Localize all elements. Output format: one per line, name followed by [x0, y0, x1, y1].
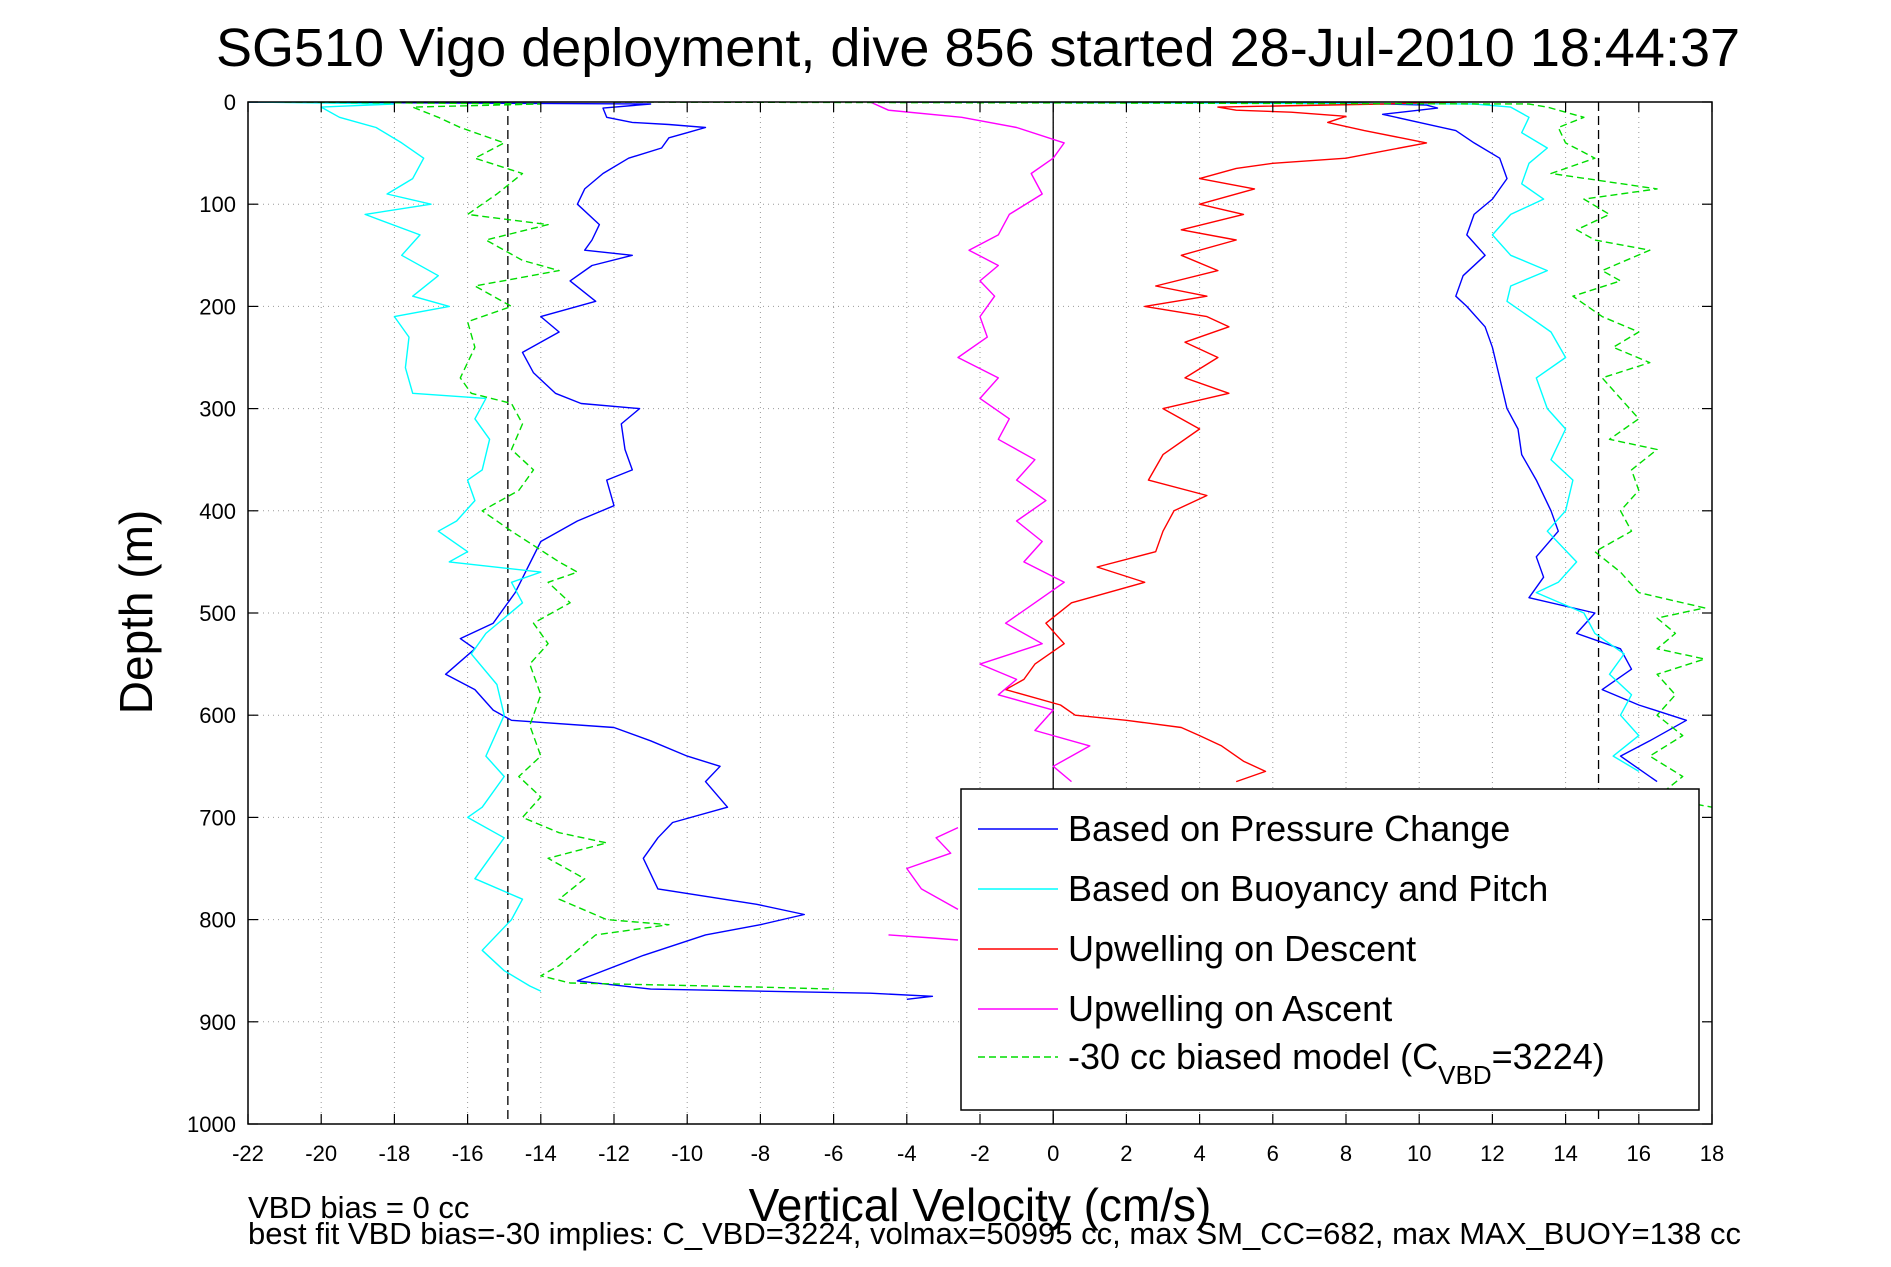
x-tick-label: -12 — [598, 1141, 630, 1166]
legend: Based on Pressure Change Based on Buoyanc… — [960, 788, 1700, 1111]
series-line — [888, 934, 959, 941]
legend-item: Based on Buoyancy and Pitch — [978, 868, 1548, 909]
y-tick-label: 400 — [199, 499, 236, 524]
x-tick-label: 10 — [1407, 1141, 1431, 1166]
y-tick-label: 1000 — [187, 1112, 236, 1137]
y-axis-label: Depth (m) — [110, 510, 162, 714]
x-tick-label: 0 — [1047, 1141, 1059, 1166]
series-line — [248, 102, 934, 1000]
x-tick-label: -6 — [824, 1141, 844, 1166]
series-0 — [248, 102, 1688, 1000]
x-tick-label: 8 — [1340, 1141, 1352, 1166]
legend-label: Upwelling on Descent — [1068, 928, 1416, 969]
series-line — [906, 826, 959, 911]
x-tick-label: 18 — [1700, 1141, 1724, 1166]
x-tick-label: 14 — [1553, 1141, 1577, 1166]
series-line — [1004, 102, 1456, 783]
legend-label: Upwelling on Ascent — [1068, 988, 1392, 1029]
legend-suffix: =3224) — [1492, 1036, 1605, 1077]
series-line — [284, 102, 834, 990]
x-tick-label: -8 — [751, 1141, 771, 1166]
x-tick-label: 12 — [1480, 1141, 1504, 1166]
y-tick-label: 200 — [199, 294, 236, 319]
x-tick-label: 2 — [1120, 1141, 1132, 1166]
x-axis-ticks: -22 -20 -18 -16 -14 -12 -10 -8 -6 -4 -2 0 2 4 6 8 10 12 14… — [232, 102, 1724, 1166]
y-tick-label: 0 — [224, 90, 236, 115]
x-tick-label: -22 — [232, 1141, 264, 1166]
legend-label: Based on Buoyancy and Pitch — [1068, 868, 1548, 909]
x-tick-label: -4 — [897, 1141, 917, 1166]
y-tick-label: 100 — [199, 192, 236, 217]
series-1 — [248, 102, 1640, 992]
x-tick-label: -18 — [379, 1141, 411, 1166]
y-axis-ticks: 0 100 200 300 400 500 600 700 800 900 1000 — [187, 90, 1712, 1137]
legend-item: Based on Pressure Change — [978, 808, 1510, 849]
x-tick-label: 6 — [1267, 1141, 1279, 1166]
legend-subscript: VBD — [1438, 1060, 1491, 1090]
series-3 — [869, 102, 1091, 941]
vbd-bias-note: VBD bias = 0 cc — [248, 1190, 469, 1225]
series-line — [936, 102, 1640, 773]
legend-item: Upwelling on Ascent — [978, 988, 1392, 1029]
x-tick-label: -10 — [671, 1141, 703, 1166]
x-tick-label: 4 — [1193, 1141, 1205, 1166]
series-line — [869, 102, 1091, 783]
y-tick-label: 500 — [199, 601, 236, 626]
y-tick-label: 300 — [199, 397, 236, 422]
series-line — [877, 102, 1688, 783]
y-tick-label: 900 — [199, 1010, 236, 1035]
best-fit-note: best fit VBD bias=-30 implies: C_VBD=322… — [248, 1216, 1741, 1251]
legend-label: Based on Pressure Change — [1068, 808, 1510, 849]
x-tick-label: -16 — [452, 1141, 484, 1166]
series-4 — [284, 102, 1712, 990]
y-tick-label: 600 — [199, 703, 236, 728]
x-tick-label: -20 — [305, 1141, 337, 1166]
x-axis-label: Vertical Velocity (cm/s) — [749, 1179, 1212, 1231]
series-line — [248, 102, 542, 992]
legend-box — [960, 788, 1700, 1111]
series-layer — [248, 102, 1712, 1000]
series-line — [613, 102, 1712, 808]
y-tick-label: 700 — [199, 805, 236, 830]
series-2 — [1004, 102, 1456, 783]
y-tick-label: 800 — [199, 908, 236, 933]
x-tick-label: 16 — [1627, 1141, 1651, 1166]
legend-item: Upwelling on Descent — [978, 928, 1416, 969]
x-tick-label: -2 — [970, 1141, 990, 1166]
chart-title: SG510 Vigo deployment, dive 856 started … — [216, 18, 1740, 78]
x-tick-label: -14 — [525, 1141, 557, 1166]
